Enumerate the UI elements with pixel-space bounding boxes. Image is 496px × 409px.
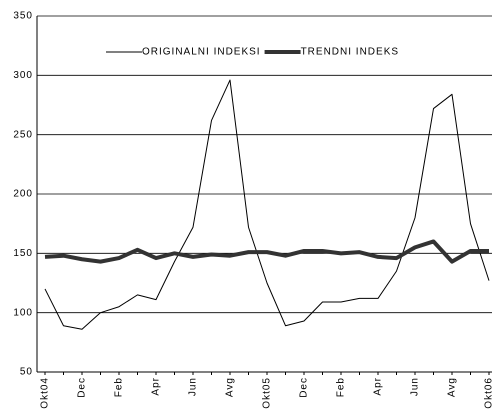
y-tick-label: 50 <box>20 367 33 378</box>
x-tick-label: Okt05 <box>262 377 273 409</box>
x-tick-label: Okt04 <box>40 377 51 409</box>
y-tick-label: 200 <box>13 189 33 200</box>
x-tick-label: Dec <box>77 377 88 398</box>
x-tick-label: Feb <box>114 377 125 397</box>
y-tick-label: 250 <box>13 129 33 140</box>
x-tick-label: Apr <box>373 377 384 396</box>
x-tick-label: Feb <box>336 377 347 397</box>
y-tick-label: 300 <box>13 70 33 81</box>
series-line <box>44 79 490 330</box>
x-tick-label: Jun <box>410 377 421 396</box>
x-tick-label: Jun <box>188 377 199 396</box>
legend-label: ORIGINALNI INDEKSI <box>142 47 261 58</box>
legend-label: TRENDNI INDEKS <box>301 47 399 58</box>
series-line <box>44 239 489 264</box>
x-tick-label: Avg <box>225 377 236 397</box>
y-tick-label: 150 <box>13 248 33 259</box>
y-tick-label: 350 <box>13 11 33 22</box>
y-tick-label: 100 <box>13 307 33 318</box>
x-tick-label: Avg <box>447 377 458 397</box>
x-tick-label: Apr <box>151 377 162 396</box>
x-tick-label: Dec <box>299 377 310 398</box>
x-tick-label: Okt06 <box>484 377 495 409</box>
